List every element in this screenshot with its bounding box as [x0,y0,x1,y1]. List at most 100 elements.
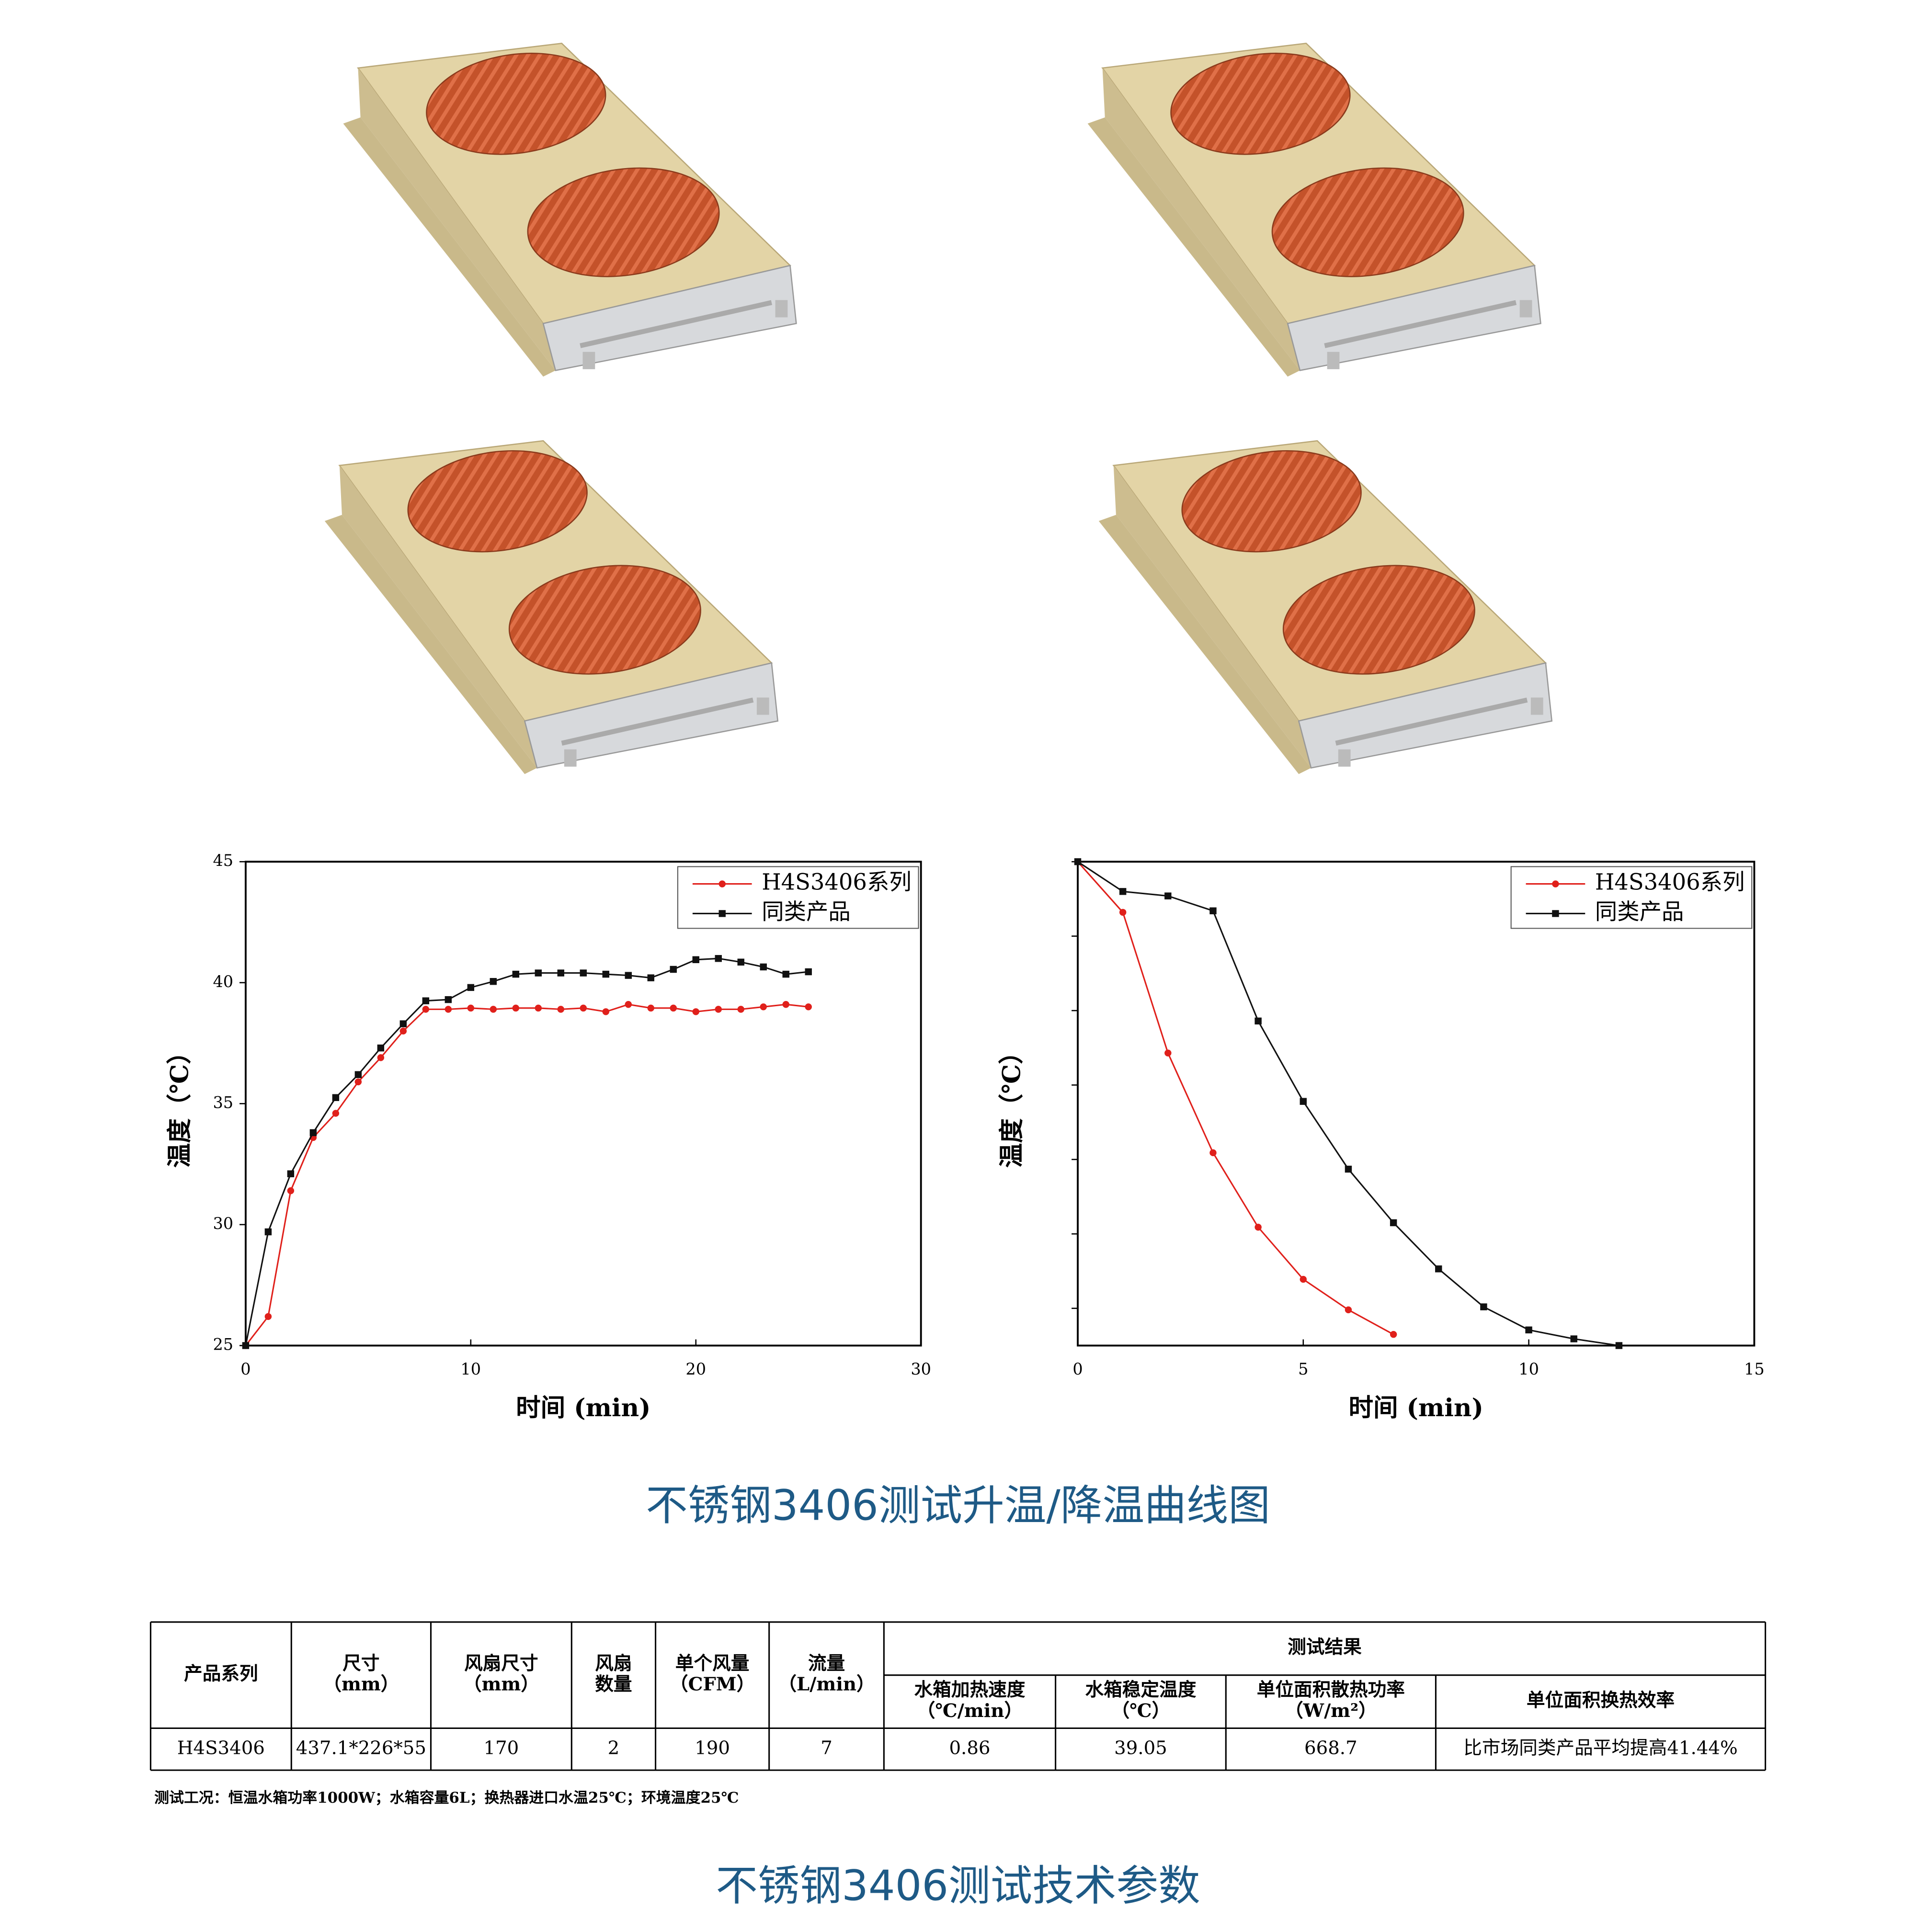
data-point [399,1020,407,1027]
data-point [535,969,542,977]
table-header: 产品系列 [184,1663,258,1685]
table-header: 单个风量 [675,1653,750,1674]
data-point [422,997,430,1004]
legend-label: 同类产品 [762,898,851,924]
y-tick-label: 35 [213,1093,233,1112]
data-point [602,1008,609,1015]
data-point [737,1006,744,1013]
table-cell: 7 [821,1737,833,1759]
data-point [1390,1330,1397,1338]
chart-caption: 不锈钢3406测试升温/降温曲线图 [646,1481,1270,1530]
x-tick-label: 30 [911,1360,931,1378]
data-point [1209,907,1217,915]
table-cell: 170 [484,1737,519,1759]
y-tick-label: 25 [213,1335,233,1354]
data-point [354,1078,362,1086]
table-header: （mm） [463,1674,539,1695]
data-point [1345,1306,1352,1314]
data-point [1570,1335,1577,1342]
product-image [325,440,778,774]
table-group-header: 测试结果 [1288,1637,1362,1658]
table-cell: 668.7 [1304,1737,1357,1759]
data-point [354,1071,362,1078]
legend-box [1510,866,1753,929]
data-point [737,958,744,966]
table-caption: 不锈钢3406测试技术参数 [716,1861,1200,1910]
y-axis-label: 温度（℃） [165,1039,194,1168]
table-header: 风扇 [595,1653,632,1674]
legend-marker [718,880,726,887]
data-point [264,1228,272,1236]
legend-label: H4S3406系列 [762,869,912,895]
data-point [557,969,565,977]
legend-marker [1552,880,1559,887]
plot-frame [1077,861,1756,1347]
product-image [1099,440,1552,774]
data-point [309,1129,317,1136]
data-point [512,970,520,978]
data-point [782,970,789,978]
x-tick-label: 5 [1298,1360,1308,1378]
data-point [1119,909,1127,916]
data-point [625,972,632,979]
data-point [1300,1275,1307,1283]
data-point [625,1001,632,1008]
data-point [490,978,497,985]
y-tick-label: 45 [213,851,233,870]
data-point [760,963,767,971]
data-point [1300,1098,1307,1105]
data-point [445,996,452,1003]
x-tick-label: 0 [240,1360,251,1378]
data-point [264,1313,272,1320]
table-header: 风扇尺寸 [464,1653,538,1674]
legend-label: H4S3406系列 [1595,869,1745,895]
data-point [399,1027,407,1035]
y-axis-label: 温度（℃） [997,1039,1026,1168]
data-point [670,966,677,973]
data-point [535,1004,542,1012]
x-axis-label: 时间 (min) [1349,1394,1483,1422]
x-tick-label: 0 [1072,1360,1083,1378]
data-point [602,970,609,978]
data-point [782,1001,789,1008]
data-point [287,1170,295,1178]
table-header: 尺寸 [342,1653,379,1674]
data-point [445,1006,452,1013]
data-point [467,1004,475,1012]
y-tick-label: 40 [213,972,233,991]
data-point [467,984,475,991]
data-point [670,1004,677,1012]
table-cell: 2 [608,1737,620,1759]
y-tick-label: 30 [213,1214,233,1233]
table-cell: 39.05 [1114,1737,1167,1759]
data-point [1255,1017,1262,1025]
data-point [287,1187,295,1194]
table-cell: 比市场同类产品平均提高41.44% [1463,1737,1737,1759]
data-point [557,1006,565,1013]
table-cell: H4S3406 [177,1737,265,1759]
table-header: 单位面积散热功率 [1257,1679,1405,1701]
data-point [692,956,699,964]
product-image [1088,42,1541,376]
data-point [1209,1149,1217,1157]
data-point [715,955,722,962]
table-header: 水箱加热速度 [914,1679,1026,1701]
table-header: （℃） [1111,1700,1171,1722]
data-point [242,1342,250,1349]
data-point [692,1008,699,1015]
data-point [1255,1224,1262,1231]
series-line [1077,861,1619,1347]
data-point [1615,1342,1623,1349]
data-point [1390,1219,1397,1227]
test-note: 测试工况：恒温水箱功率1000W；水箱容量6L；换热器进口水温25℃；环境温度2… [154,1789,739,1807]
table-header: （℃/min） [917,1700,1023,1722]
legend-box [677,866,919,929]
table-header: （mm） [323,1674,399,1695]
table-cell: 437.1*226*55 [296,1737,426,1759]
data-point [760,1003,767,1011]
data-point [1480,1303,1487,1310]
series-line [1077,861,1394,1335]
data-point [377,1054,385,1061]
table-header: 数量 [595,1674,632,1695]
